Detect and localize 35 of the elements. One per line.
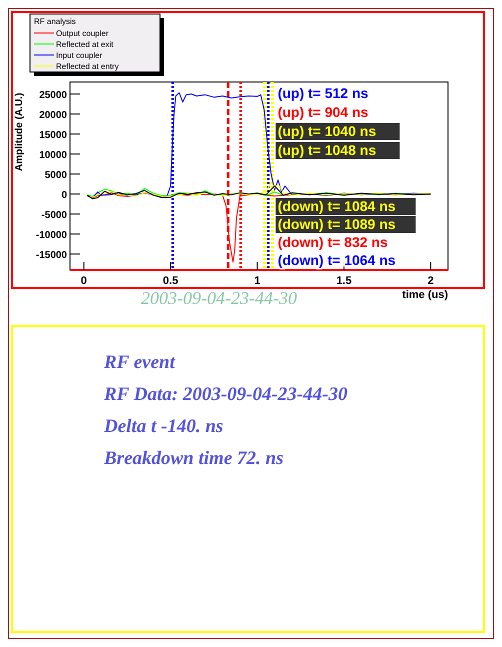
y-tick-label: -15000 bbox=[36, 250, 68, 261]
ref-line-label: (down) t= 832 ns bbox=[278, 234, 388, 250]
y-tick-label: -10000 bbox=[36, 230, 68, 241]
x-axis-title: time (us) bbox=[402, 289, 448, 301]
ref-line-label: (down) t= 1084 ns bbox=[278, 198, 396, 214]
y-tick-label: -5000 bbox=[41, 210, 68, 221]
text: 2003-09-04-23-44-30 bbox=[141, 288, 297, 308]
y-tick-label: 20000 bbox=[39, 110, 68, 121]
text: Breakdown time 72. ns bbox=[103, 448, 284, 469]
y-tick-label: 10000 bbox=[39, 150, 68, 161]
y-tick-label: 15000 bbox=[39, 130, 68, 141]
ref-line-label: (down) t= 1064 ns bbox=[278, 252, 396, 268]
ref-line-label: (up) t= 1040 ns bbox=[278, 123, 376, 139]
legend-label: Input coupler bbox=[56, 51, 103, 60]
ref-line-label: (up) t= 512 ns bbox=[278, 85, 369, 101]
text: Delta t -140. ns bbox=[103, 416, 224, 437]
x-tick-label: 0.5 bbox=[162, 275, 178, 287]
x-tick-label: 1 bbox=[254, 275, 260, 287]
y-axis-title: Amplitude (A.U.) bbox=[14, 92, 25, 172]
legend-label: Reflected at entry bbox=[56, 62, 119, 71]
line-series bbox=[86, 186, 432, 200]
y-tick-label: 5000 bbox=[44, 170, 68, 181]
text: RF Data: 2003-09-04-23-44-30 bbox=[103, 384, 348, 405]
text: RF event bbox=[103, 352, 176, 373]
ref-line-label: (down) t= 1089 ns bbox=[278, 216, 396, 232]
ref-line-label: (up) t= 1048 ns bbox=[278, 142, 376, 158]
x-tick-label: 2 bbox=[428, 275, 434, 287]
y-tick-label: 25000 bbox=[39, 90, 68, 101]
ref-line-label: (up) t= 904 ns bbox=[278, 104, 369, 120]
x-tick-label: 0 bbox=[80, 275, 87, 287]
y-tick-label: 0 bbox=[61, 190, 68, 201]
legend-label: Reflected at exit bbox=[56, 40, 114, 49]
legend-label: Output coupler bbox=[56, 29, 109, 38]
x-tick-label: 1.5 bbox=[336, 275, 352, 287]
legend-title: RF analysis bbox=[34, 17, 76, 26]
